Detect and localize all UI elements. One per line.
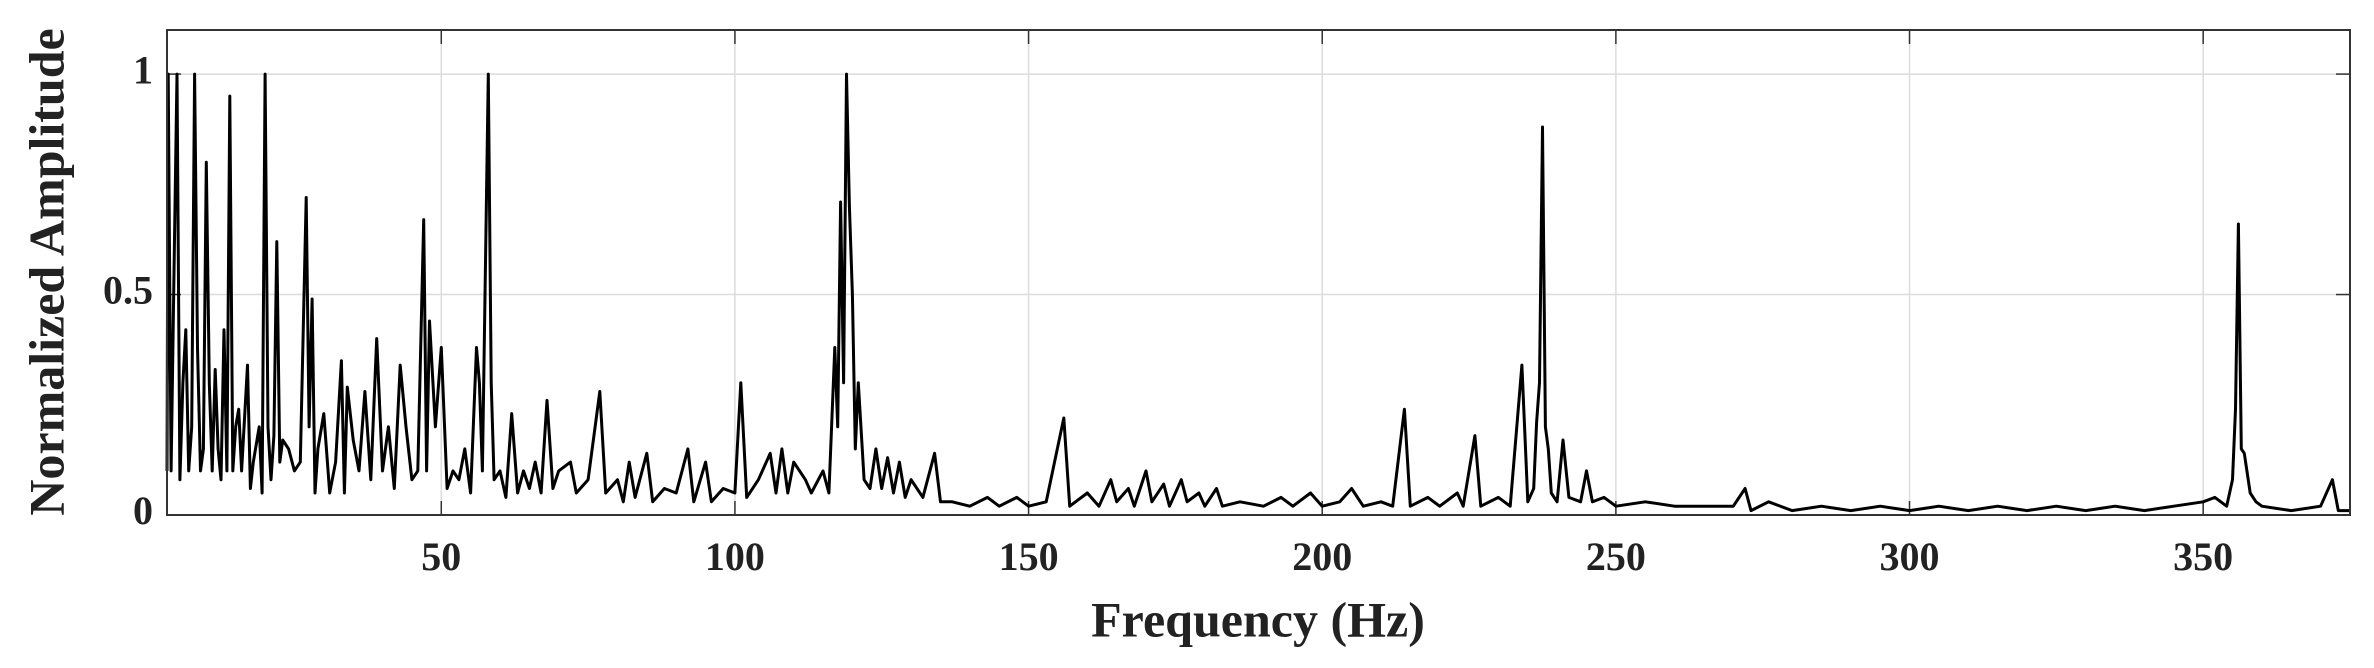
x-tick-label: 50 xyxy=(421,534,461,579)
x-tick-label: 300 xyxy=(1880,534,1940,579)
x-tick-label: 150 xyxy=(999,534,1059,579)
y-axis-label: Normalized Amplitude xyxy=(18,28,74,515)
y-tick-label: 0.5 xyxy=(103,268,153,313)
x-tick-label: 250 xyxy=(1586,534,1646,579)
x-tick-label: 200 xyxy=(1292,534,1352,579)
y-tick-label: 1 xyxy=(133,47,153,92)
y-tick-label: 0 xyxy=(133,488,153,533)
x-tick-label: 100 xyxy=(705,534,765,579)
spectrum-line xyxy=(165,72,2350,513)
x-tick-label: 350 xyxy=(2173,534,2233,579)
x-axis-label: Frequency (Hz) xyxy=(1091,591,1425,647)
plot-frame xyxy=(166,29,2351,516)
